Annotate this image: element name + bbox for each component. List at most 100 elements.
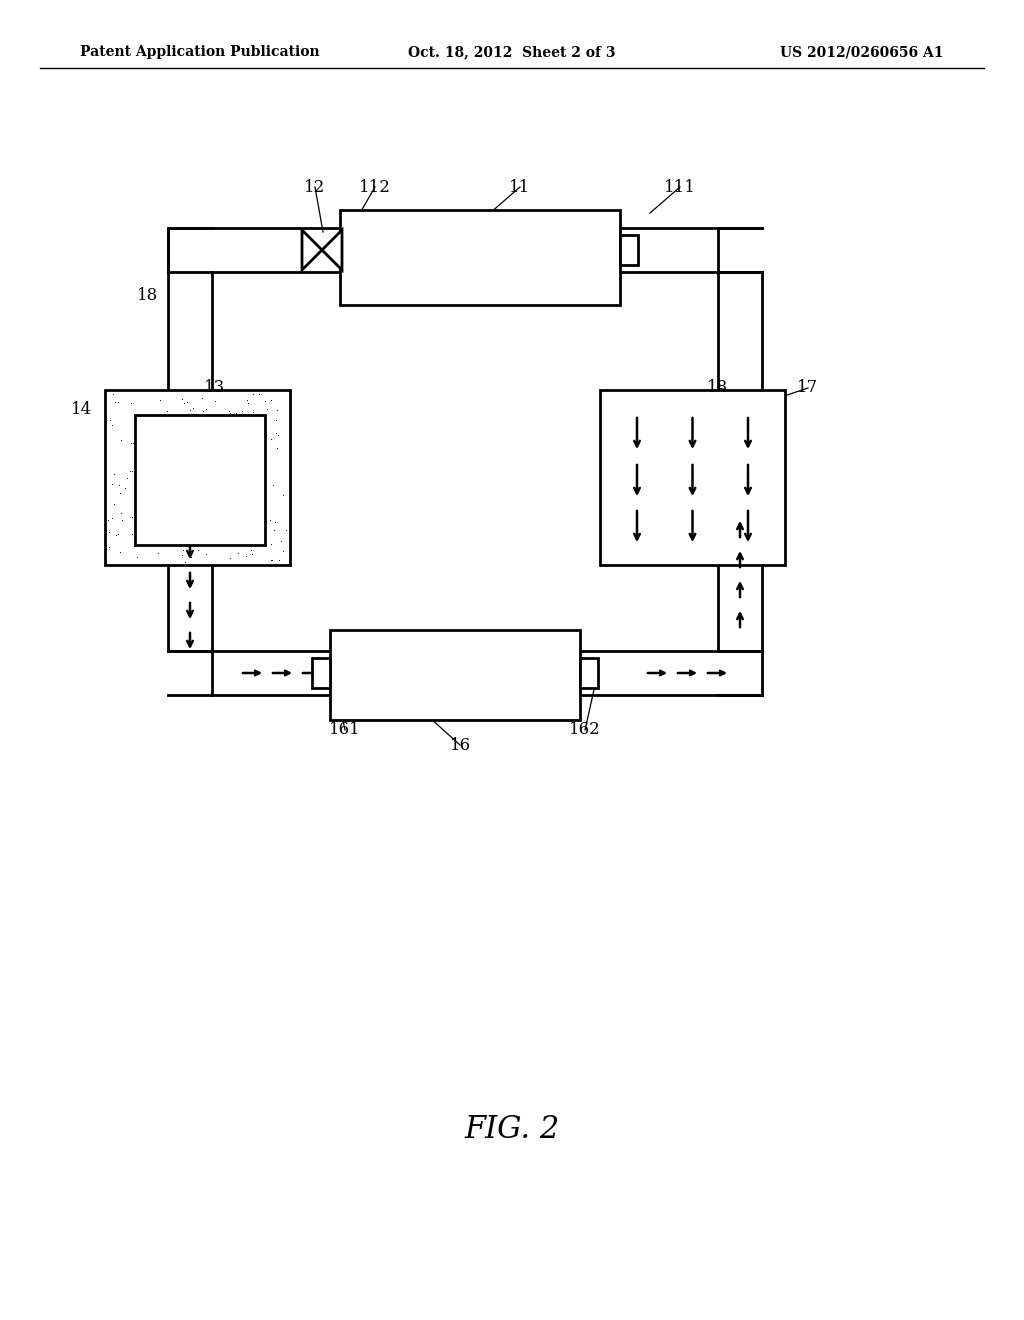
Point — [270, 424, 287, 445]
Point — [174, 388, 190, 409]
Point — [176, 392, 193, 413]
Point — [199, 544, 215, 565]
Point — [105, 463, 122, 484]
Point — [220, 400, 237, 421]
Point — [257, 391, 273, 412]
Bar — [580, 657, 598, 688]
Point — [182, 546, 199, 568]
Point — [104, 508, 121, 529]
Point — [104, 474, 121, 495]
Point — [274, 484, 291, 506]
Bar — [330, 630, 580, 719]
Point — [112, 483, 128, 504]
Point — [176, 552, 193, 573]
Point — [198, 397, 214, 418]
Text: Oct. 18, 2012  Sheet 2 of 3: Oct. 18, 2012 Sheet 2 of 3 — [409, 45, 615, 59]
Point — [175, 540, 191, 561]
Point — [207, 391, 223, 412]
Point — [110, 524, 126, 545]
Point — [117, 478, 133, 499]
Point — [108, 391, 124, 412]
Point — [268, 422, 285, 444]
Text: 16: 16 — [450, 737, 471, 754]
Point — [124, 433, 140, 454]
Point — [108, 524, 124, 545]
Text: Patent Application Publication: Patent Application Publication — [80, 45, 319, 59]
Point — [128, 546, 144, 568]
Point — [274, 540, 291, 561]
Point — [105, 383, 122, 404]
Point — [114, 510, 130, 531]
Point — [240, 393, 256, 414]
Point — [113, 503, 129, 524]
Text: 161: 161 — [329, 722, 360, 738]
Point — [269, 438, 286, 459]
Point — [246, 383, 262, 404]
Point — [243, 540, 259, 561]
Point — [268, 399, 285, 420]
Text: 12: 12 — [304, 178, 326, 195]
Point — [263, 429, 280, 450]
Text: 18: 18 — [137, 286, 159, 304]
Polygon shape — [322, 230, 342, 271]
Point — [179, 391, 196, 412]
Point — [238, 545, 254, 566]
Point — [262, 533, 279, 554]
Point — [239, 389, 255, 411]
Text: 11: 11 — [509, 178, 530, 195]
Polygon shape — [302, 230, 322, 271]
Point — [262, 549, 279, 570]
Point — [196, 400, 212, 421]
Point — [124, 507, 140, 528]
Point — [110, 391, 126, 412]
Point — [174, 545, 190, 566]
Point — [124, 523, 140, 544]
Point — [268, 409, 285, 430]
Point — [272, 531, 289, 552]
Point — [123, 392, 139, 413]
Point — [101, 521, 118, 543]
Point — [150, 543, 166, 564]
Point — [122, 461, 138, 482]
Point — [101, 409, 118, 430]
Point — [244, 544, 260, 565]
Point — [126, 418, 142, 440]
Point — [112, 475, 128, 496]
Point — [266, 511, 283, 532]
Point — [113, 541, 129, 562]
Point — [194, 387, 210, 408]
Point — [262, 510, 279, 531]
Point — [182, 399, 199, 420]
Point — [127, 430, 143, 451]
Bar — [312, 657, 330, 688]
Point — [185, 397, 202, 418]
Point — [119, 467, 135, 488]
Text: 162: 162 — [569, 722, 601, 738]
Text: 14: 14 — [72, 401, 92, 418]
Point — [159, 401, 175, 422]
Text: 111: 111 — [664, 178, 696, 195]
Point — [270, 549, 287, 570]
Bar — [135, 414, 265, 545]
Point — [234, 400, 251, 421]
Point — [278, 519, 294, 540]
Text: US 2012/0260656 A1: US 2012/0260656 A1 — [780, 45, 944, 59]
Point — [251, 384, 267, 405]
Point — [229, 543, 246, 564]
Point — [264, 549, 281, 570]
Point — [189, 539, 206, 560]
Point — [221, 546, 238, 568]
Point — [259, 399, 275, 420]
Point — [265, 519, 282, 540]
Text: 13: 13 — [205, 380, 225, 396]
Point — [265, 474, 282, 495]
Text: FIG. 2: FIG. 2 — [464, 1114, 560, 1146]
Point — [228, 403, 245, 424]
Point — [222, 403, 239, 424]
Point — [101, 537, 118, 558]
Point — [245, 401, 261, 422]
Point — [124, 461, 140, 482]
Text: 17: 17 — [798, 380, 818, 396]
Bar — [620, 235, 638, 265]
Text: 18: 18 — [708, 380, 729, 396]
